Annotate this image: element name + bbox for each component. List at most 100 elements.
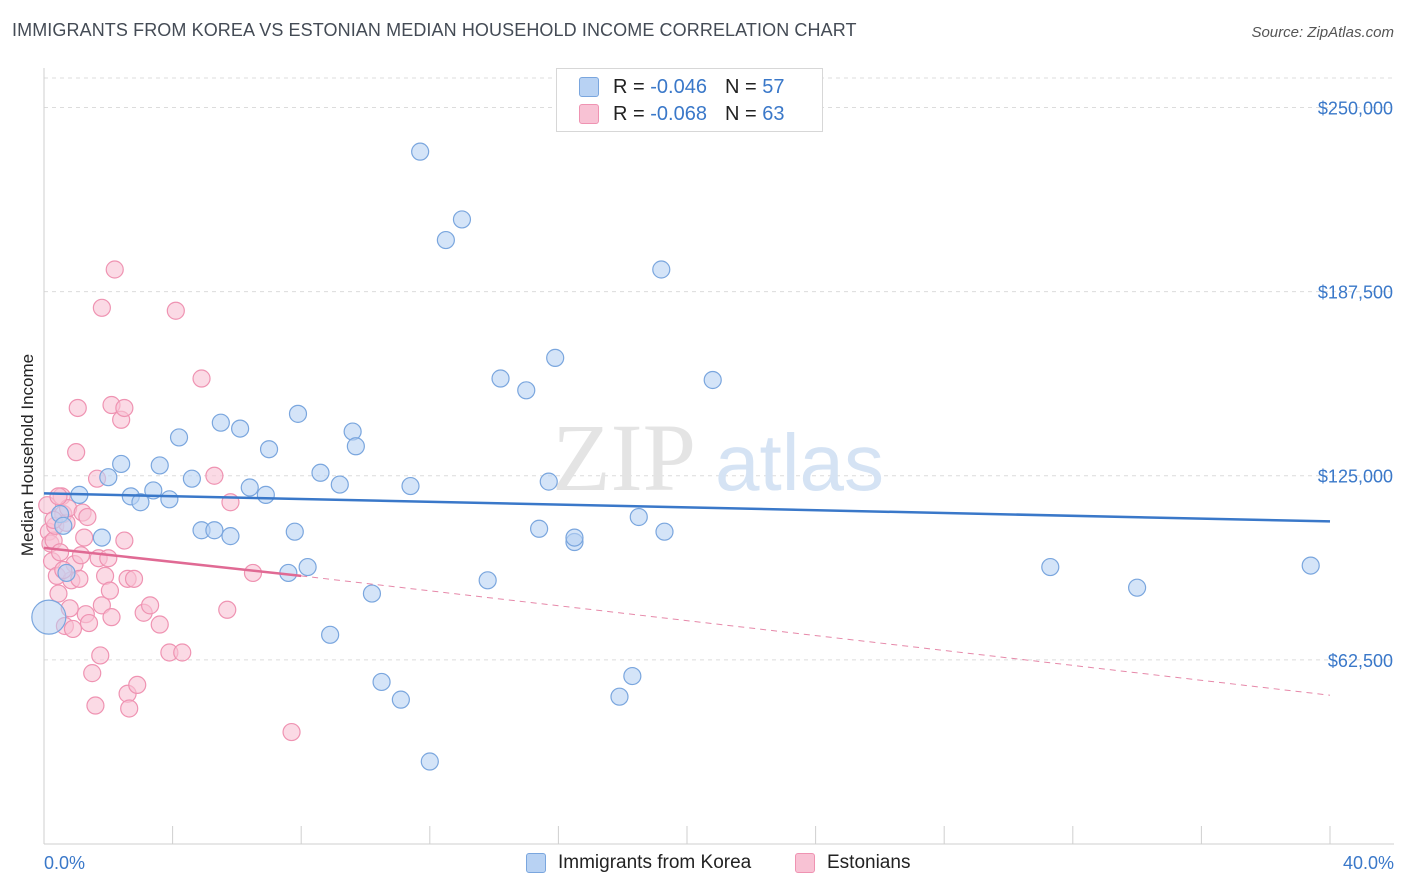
bottom-legend-label-estonians: Estonians [827,852,911,873]
estonian-point [86,696,105,715]
estonian-point [68,398,87,418]
bottom-legend-korea: Immigrants from Korea [526,852,751,874]
korea-point [57,563,76,583]
korea-point [517,381,536,400]
korea-point [205,521,224,540]
chart-source: Source: ZipAtlas.com [1251,24,1394,41]
korea-point [1127,578,1147,597]
trend-line-estonians [43,546,302,578]
korea-point [530,519,549,538]
korea-point [330,475,349,494]
korea-point [298,557,317,577]
estonian-point [166,301,185,320]
legend-r-label: R = [613,102,651,125]
estonian-point [50,543,70,562]
korea-point [655,522,674,541]
korea-point [565,528,584,547]
korea-point [160,490,179,509]
y-tick-label: $125,000 [1318,467,1393,487]
legend-n-value: 63 [762,102,785,125]
korea-point [391,690,410,709]
korea-point [131,493,150,512]
korea-point [362,584,382,603]
korea-point [288,404,308,423]
korea-point [343,422,362,441]
legend-swatch-estonians [579,104,599,124]
korea-point [54,516,73,535]
estonian-point [173,643,192,662]
korea-point [92,528,111,547]
korea-point [311,463,330,482]
korea-point [1301,556,1320,575]
estonian-point [71,546,91,565]
bottom-legend: Immigrants from Korea Estonians [0,852,1406,878]
estonian-point [83,664,102,683]
estonian-point [102,608,121,627]
korea-point [546,348,565,367]
legend-row-estonians: R = -0.068 N = 63 [579,102,784,126]
watermark-atlas: atlas [715,418,884,507]
korea-point [112,454,131,474]
korea-point [623,666,642,686]
korea-point [240,478,259,497]
trend-line-korea [43,492,1331,523]
korea-point [211,413,230,432]
korea-point [231,419,250,438]
estonian-point [91,646,110,665]
y-tick-label: $187,500 [1318,283,1393,303]
estonian-point [100,581,120,600]
legend-r-value: -0.046 [650,75,707,98]
korea-point [420,752,439,771]
estonian-point [218,600,237,619]
watermark: ZIP atlas [552,404,884,511]
series-korea-points [31,142,1320,771]
korea-point [221,527,240,546]
korea-point [1041,557,1060,577]
estonian-point [92,596,111,615]
estonian-point [75,528,94,547]
estonian-point [92,298,111,317]
estonian-point [282,722,301,742]
estonian-point [243,563,263,583]
estonian-point [49,584,68,603]
korea-point [491,369,510,388]
trend-line-estonians-extension [301,575,1331,696]
legend-row-korea: R = -0.046 N = 57 [579,75,784,99]
korea-point [539,472,558,491]
y-tick-label: $62,500 [1328,651,1393,671]
estonian-point [128,675,147,695]
korea-point [259,440,279,459]
bottom-legend-swatch-korea [526,853,546,873]
korea-point [256,485,275,504]
estonian-point [115,531,134,550]
x-tick-labels: 0.0% 40.0% [44,853,1394,873]
trend-lines [43,492,1331,696]
korea-point [182,469,201,488]
legend-n-label: N = [724,102,763,125]
korea-point [436,230,455,250]
legend-swatch-korea [579,77,599,97]
estonian-point [124,569,144,588]
legend-r-label: R = [613,75,651,98]
estonian-point [105,260,124,279]
korea-point [169,428,189,447]
estonian-point [67,443,86,462]
estonian-point [115,398,134,418]
legend-n-value: 57 [762,75,785,98]
korea-point [401,476,420,496]
watermark-zip: ZIP [552,404,696,511]
bottom-legend-estonians: Estonians [795,852,910,874]
bottom-legend-label-korea: Immigrants from Korea [558,852,752,873]
korea-point [99,468,118,487]
korea-point [610,687,629,706]
korea-point [652,260,671,279]
y-tick-labels: $62,500 $125,000 $187,500 $250,000 [1318,98,1393,670]
legend-r-value: -0.068 [650,102,707,125]
x-tick-label: 40.0% [1343,853,1394,873]
estonian-point [99,549,118,568]
korea-point [150,456,169,475]
korea-point [452,210,472,229]
korea-point [478,571,497,590]
bottom-legend-swatch-estonians [795,853,815,873]
